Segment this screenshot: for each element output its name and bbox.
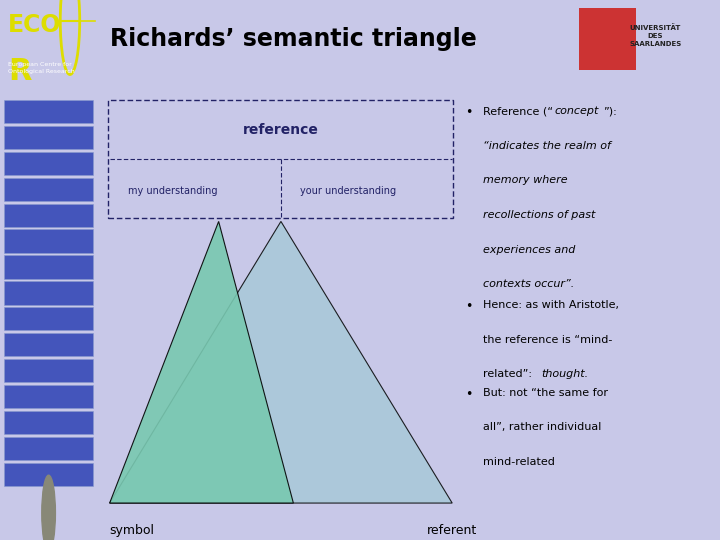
Bar xyxy=(4,230,94,253)
Bar xyxy=(4,100,94,123)
Bar xyxy=(4,178,94,201)
Text: ECO: ECO xyxy=(8,14,61,37)
Circle shape xyxy=(42,475,55,540)
Text: mind-related: mind-related xyxy=(483,457,555,467)
Text: But: not “the same for: But: not “the same for xyxy=(483,388,608,397)
Text: reference: reference xyxy=(243,123,319,137)
Bar xyxy=(4,255,94,279)
Text: “indicates the realm of: “indicates the realm of xyxy=(483,140,611,151)
Bar xyxy=(4,359,94,382)
Text: recollections of past: recollections of past xyxy=(483,210,595,220)
Text: your understanding: your understanding xyxy=(300,186,396,197)
Text: UNIVERSITÄT
DES
SAARLANDES: UNIVERSITÄT DES SAARLANDES xyxy=(629,24,681,46)
Text: thought.: thought. xyxy=(541,369,588,379)
Text: the reference is “mind-: the reference is “mind- xyxy=(483,335,613,345)
Polygon shape xyxy=(109,221,452,503)
Bar xyxy=(4,281,94,305)
Bar xyxy=(4,411,94,434)
Bar xyxy=(4,204,94,227)
Bar xyxy=(4,126,94,149)
Text: concept: concept xyxy=(555,106,599,116)
Bar xyxy=(4,307,94,330)
Text: contexts occur”.: contexts occur”. xyxy=(483,279,575,289)
Polygon shape xyxy=(109,221,293,503)
Text: R: R xyxy=(8,57,31,86)
Bar xyxy=(4,333,94,356)
Text: experiences and: experiences and xyxy=(483,245,576,254)
Text: Reference (“: Reference (“ xyxy=(483,106,554,116)
Bar xyxy=(4,152,94,175)
Text: European Centre for
Ontological Research: European Centre for Ontological Research xyxy=(8,62,75,73)
Text: Richards’ semantic triangle: Richards’ semantic triangle xyxy=(109,27,477,51)
Text: symbol: symbol xyxy=(109,524,155,537)
Text: memory where: memory where xyxy=(483,176,568,185)
Text: all”, rather individual: all”, rather individual xyxy=(483,422,602,432)
Text: referent: referent xyxy=(427,524,477,537)
Text: my understanding: my understanding xyxy=(128,186,218,197)
Text: ”):: ”): xyxy=(603,106,617,116)
Bar xyxy=(4,437,94,460)
Text: •: • xyxy=(464,300,472,313)
Bar xyxy=(4,463,94,486)
Text: •: • xyxy=(464,388,472,401)
Text: Hence: as with Aristotle,: Hence: as with Aristotle, xyxy=(483,300,619,310)
Bar xyxy=(579,8,636,71)
Bar xyxy=(4,385,94,408)
Text: •: • xyxy=(464,106,472,119)
Text: related”:: related”: xyxy=(483,369,536,379)
